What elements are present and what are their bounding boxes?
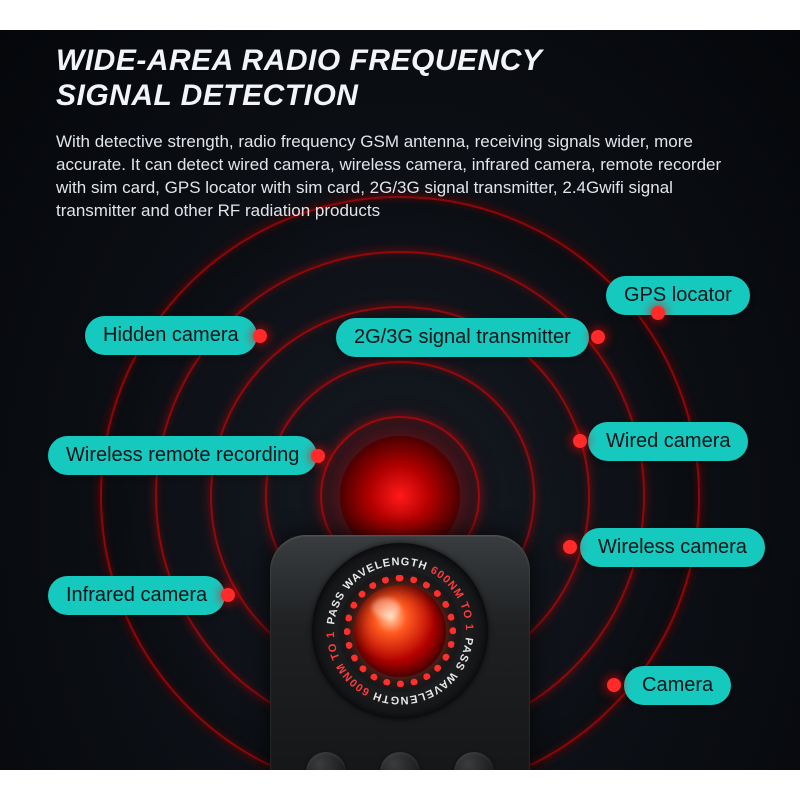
dot-infrared-camera — [221, 588, 235, 602]
dot-gps-locator — [651, 306, 665, 320]
title-line-2: SIGNAL DETECTION — [56, 79, 358, 112]
dot-signal-transmitter — [591, 330, 605, 344]
header-block: WIDE-AREA RADIO FREQUENCY SIGNAL DETECTI… — [56, 44, 744, 223]
dot-hidden-camera — [253, 329, 267, 343]
pill-gps-locator: GPS locator — [606, 276, 750, 315]
dot-wireless-recording — [311, 449, 325, 463]
pill-infrared-camera: Infrared camera — [48, 576, 225, 615]
dot-wireless-camera — [563, 540, 577, 554]
pill-wireless-recording: Wireless remote recording — [48, 436, 317, 475]
letterbox-top — [0, 0, 800, 30]
detector-device: PASS WAVELENGTH 600NM TO 1100NM PASS WAV… — [270, 535, 530, 800]
description-text: With detective strength, radio frequency… — [56, 131, 736, 223]
lens-glass — [354, 585, 446, 677]
pill-wired-camera: Wired camera — [588, 422, 748, 461]
dot-camera — [607, 678, 621, 692]
pill-hidden-camera: Hidden camera — [85, 316, 257, 355]
letterbox-bottom — [0, 770, 800, 800]
dot-wired-camera — [573, 434, 587, 448]
pill-camera: Camera — [624, 666, 731, 705]
pill-signal-transmitter: 2G/3G signal transmitter — [336, 318, 589, 357]
title-line-1: WIDE-AREA RADIO FREQUENCY — [56, 44, 542, 77]
pill-wireless-camera: Wireless camera — [580, 528, 765, 567]
page-title: WIDE-AREA RADIO FREQUENCY SIGNAL DETECTI… — [56, 44, 744, 113]
